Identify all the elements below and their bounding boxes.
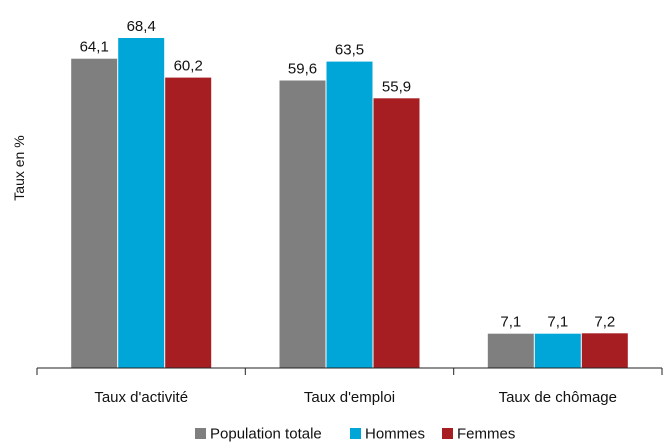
bar-hommes-1 (326, 61, 373, 368)
value-label: 64,1 (80, 39, 109, 56)
value-label: 7,1 (547, 314, 568, 331)
value-label: 7,1 (500, 314, 521, 331)
value-label: 60,2 (174, 58, 203, 75)
bar-femmes-1 (373, 98, 420, 369)
bar-hommes-0 (118, 38, 165, 368)
legend-label: Hommes (365, 426, 425, 443)
value-label: 55,9 (382, 78, 411, 95)
legend: Population totale Hommes Femmes (195, 426, 515, 443)
x-axis: Taux d'activité Taux d'emploi Taux de chôm… (36, 367, 663, 406)
bars-layer (71, 38, 628, 369)
bar-femmes-0 (165, 77, 212, 368)
legend-swatch-hommes (350, 428, 361, 439)
bar-population-totale-1 (279, 80, 326, 368)
bar-population-totale-2 (487, 333, 534, 368)
category-label: Taux d'activité (94, 389, 188, 406)
legend-swatch-population-totale (195, 428, 206, 439)
value-label: 68,4 (127, 18, 156, 35)
legend-swatch-femmes (442, 428, 453, 439)
value-label: 7,2 (594, 313, 615, 330)
bar-femmes-2 (581, 333, 628, 368)
value-label: 63,5 (335, 42, 364, 59)
value-labels-layer: 64,1 68,4 60,2 59,6 63,5 55,9 7,1 7,1 7,2 (80, 18, 616, 331)
y-axis-title: Taux en % (11, 135, 27, 200)
category-label: Taux de chômage (499, 389, 617, 406)
bar-hommes-2 (534, 333, 581, 368)
category-label: Taux d'emploi (304, 389, 395, 406)
bar-population-totale-0 (71, 58, 118, 368)
legend-label: Population totale (210, 426, 322, 443)
value-label: 59,6 (288, 61, 317, 78)
legend-label: Femmes (457, 426, 515, 443)
